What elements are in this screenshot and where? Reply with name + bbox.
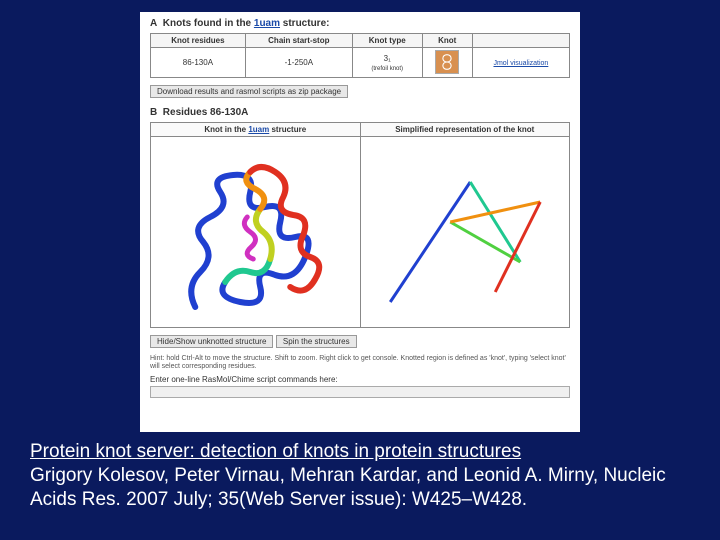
cmd-row: Enter one-line RasMol/Chime script comma…: [150, 375, 570, 398]
left-panel: Knot in the 1uam structure: [151, 123, 361, 327]
panel-a-text: Knots found in the: [163, 18, 254, 29]
citation-title: Protein knot server: detection of knots …: [30, 441, 521, 462]
citation-block: Protein knot server: detection of knots …: [30, 440, 690, 511]
lh-pre: Knot in the: [204, 125, 248, 134]
th-chain: Chain start-stop: [245, 34, 352, 48]
panel-a-prefix: A: [150, 18, 157, 29]
right-panel: Simplified representation of the knot: [361, 123, 570, 327]
download-button[interactable]: Download results and rasmol scripts as z…: [150, 85, 348, 98]
left-panel-header: Knot in the 1uam structure: [151, 123, 360, 137]
jmol-link[interactable]: Jmol visualization: [493, 60, 548, 67]
cell-residues: 86-130A: [151, 48, 246, 78]
panel-controls: Hide/Show unknotted structure Spin the s…: [150, 332, 570, 351]
panel-a-suffix: structure:: [280, 18, 329, 29]
knot-type-val: 3₁: [384, 54, 391, 63]
struct-link[interactable]: 1uam: [254, 18, 280, 29]
cell-knot-icon: [422, 48, 472, 78]
hide-show-button[interactable]: Hide/Show unknotted structure: [150, 335, 273, 348]
panel-b-label: B Residues 86-130A: [150, 107, 570, 118]
spin-button[interactable]: Spin the structures: [276, 335, 357, 348]
screenshot-panel: A Knots found in the 1uam structure: Kno…: [140, 12, 580, 432]
cell-chain: -1-250A: [245, 48, 352, 78]
knot-type-sub: (trefoil knot): [371, 66, 403, 72]
th-viz: [472, 34, 569, 48]
viz-panel-row: Knot in the 1uam structure Simplified re…: [150, 122, 570, 328]
right-panel-header: Simplified representation of the knot: [361, 123, 570, 137]
lh-link[interactable]: 1uam: [248, 125, 269, 134]
hint-text: Hint: hold Ctrl-Alt to move the structur…: [150, 355, 570, 372]
th-knot: Knot: [422, 34, 472, 48]
cmd-input[interactable]: [150, 386, 570, 398]
trefoil-icon: [435, 50, 459, 74]
cell-viz: Jmol visualization: [472, 48, 569, 78]
cell-type: 3₁ (trefoil knot): [352, 48, 422, 78]
table-header-row: Knot residues Chain start-stop Knot type…: [151, 34, 570, 48]
citation-authors: Grigory Kolesov, Peter Virnau, Mehran Ka…: [30, 465, 666, 510]
panel-b-text: Residues 86-130A: [163, 107, 249, 118]
table-row: 86-130A -1-250A 3₁ (trefoil knot) Jmol v…: [151, 48, 570, 78]
panel-b-prefix: B: [150, 107, 157, 118]
protein-structure-viz[interactable]: [151, 137, 360, 327]
panel-a-label: A Knots found in the 1uam structure:: [150, 18, 570, 29]
th-type: Knot type: [352, 34, 422, 48]
th-residues: Knot residues: [151, 34, 246, 48]
cmd-label: Enter one-line RasMol/Chime script comma…: [150, 375, 338, 384]
simplified-knot-viz[interactable]: [361, 137, 570, 327]
lh-post: structure: [269, 125, 306, 134]
knot-table: Knot residues Chain start-stop Knot type…: [150, 33, 570, 78]
